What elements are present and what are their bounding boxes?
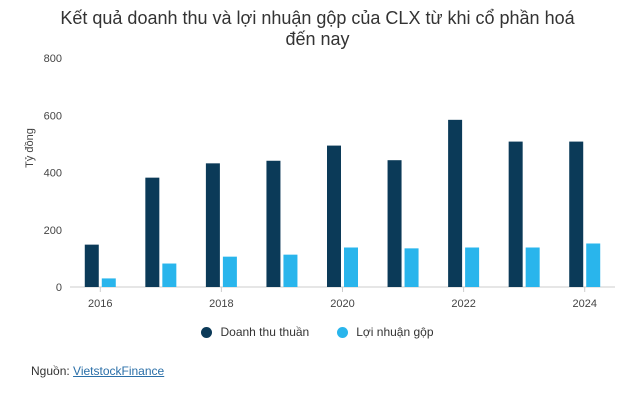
- bar-gross-profit-2016: [101, 278, 116, 287]
- legend-label-gross-profit: Lợi nhuận gộp: [356, 325, 434, 339]
- y-tick-label: 0: [56, 282, 62, 294]
- bar-revenue-2018: [205, 163, 220, 287]
- legend-swatch-revenue: [201, 326, 213, 338]
- legend-label-revenue: Doanh thu thuần: [220, 325, 310, 339]
- source-note: Nguồn: VietstockFinance: [31, 364, 164, 378]
- source-label: Nguồn:: [31, 364, 70, 378]
- legend: Doanh thu thuần Lợi nhuận gộp: [0, 325, 635, 339]
- chart-title-line-1: Kết quả doanh thu và lợi nhuận gộp của C…: [60, 8, 575, 28]
- bar-chart: 0 200 400 600 800 2016 2018 2020 2022 2024: [44, 53, 615, 310]
- x-tick-label: 2016: [88, 298, 112, 310]
- x-tick-label: 2018: [209, 298, 233, 310]
- bar-revenue-2020: [327, 145, 341, 287]
- bar-revenue-2021: [387, 160, 402, 287]
- bar-gross-profit-2022: [465, 247, 480, 287]
- x-tick-label: 2022: [451, 298, 475, 310]
- y-tick-label: 400: [44, 168, 62, 180]
- chart-title: Kết quả doanh thu và lợi nhuận gộp của C…: [0, 8, 635, 50]
- source-link[interactable]: VietstockFinance: [73, 364, 165, 378]
- bar-gross-profit-2024: [586, 243, 601, 287]
- bar-revenue-2023: [508, 141, 523, 287]
- bar-revenue-2017: [145, 177, 160, 287]
- bar-gross-profit-2023: [525, 247, 540, 287]
- bar-revenue-2016: [84, 244, 99, 287]
- y-tick-label: 200: [44, 225, 62, 237]
- bar-revenue-2022: [448, 119, 463, 287]
- legend-swatch-gross-profit: [337, 326, 349, 338]
- y-tick-label: 600: [44, 110, 62, 122]
- bar-gross-profit-2019: [283, 254, 298, 287]
- x-tick-label: 2024: [572, 298, 596, 310]
- x-tick-label: 2020: [330, 298, 354, 310]
- legend-item-revenue[interactable]: Doanh thu thuần: [201, 325, 309, 339]
- bar-revenue-2024: [569, 141, 584, 287]
- bar-gross-profit-2017: [162, 263, 177, 287]
- chart-title-line-2: đến nay: [285, 29, 350, 49]
- y-tick-label: 800: [44, 53, 62, 65]
- bar-revenue-2019: [266, 160, 281, 287]
- bar-gross-profit-2018: [222, 256, 237, 287]
- legend-item-gross-profit[interactable]: Lợi nhuận gộp: [337, 325, 434, 339]
- bar-gross-profit-2020: [344, 247, 358, 287]
- bar-gross-profit-2021: [404, 248, 419, 287]
